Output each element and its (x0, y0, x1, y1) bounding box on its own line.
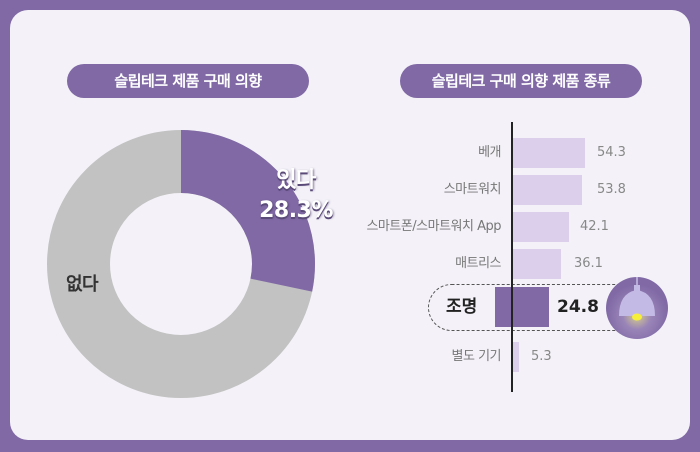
bar-label: 매트리스 (455, 256, 501, 271)
bar-label-highlight: 조명 (446, 297, 478, 317)
bar (513, 249, 561, 279)
axis-line (511, 122, 513, 392)
bar-value: 54.3 (597, 145, 626, 160)
bar-row: 스마트폰/스마트워치 App 42.1 (0, 212, 700, 242)
bar-value: 42.1 (580, 219, 609, 234)
bar-label: 별도 기기 (451, 349, 502, 364)
yes-value: 28.3% (259, 198, 333, 223)
bar (513, 212, 569, 242)
bar-chart-title: 슬립테크 구매 의향 제품 종류 (400, 64, 642, 98)
bar-value: 5.3 (531, 349, 552, 364)
donut-label-no: 없다 (65, 274, 99, 295)
bar-row: 베개 54.3 (0, 138, 700, 168)
bar (513, 342, 519, 372)
bar-highlight (495, 287, 549, 327)
bar-label: 베개 (478, 145, 501, 160)
bar (513, 138, 585, 168)
bar-row: 스마트워치 53.8 (0, 175, 700, 205)
bar-label: 스마트워치 (443, 182, 502, 197)
bar-value: 36.1 (574, 256, 603, 271)
bar-row: 별도 기기 5.3 (0, 342, 700, 372)
donut-segment-yes (47, 130, 315, 398)
bar-value-highlight: 24.8 (557, 297, 599, 317)
bar-value: 53.8 (597, 182, 626, 197)
yes-label: 있다 (276, 168, 316, 193)
bar-row: 매트리스 36.1 (0, 249, 700, 279)
bar-label: 스마트폰/스마트워치 App (366, 219, 501, 234)
donut-chart-title: 슬립테크 제품 구매 의향 (67, 64, 309, 98)
lamp-icon (606, 277, 668, 339)
donut-label-yes: 있다 28.3% (246, 166, 346, 226)
bar (513, 175, 582, 205)
